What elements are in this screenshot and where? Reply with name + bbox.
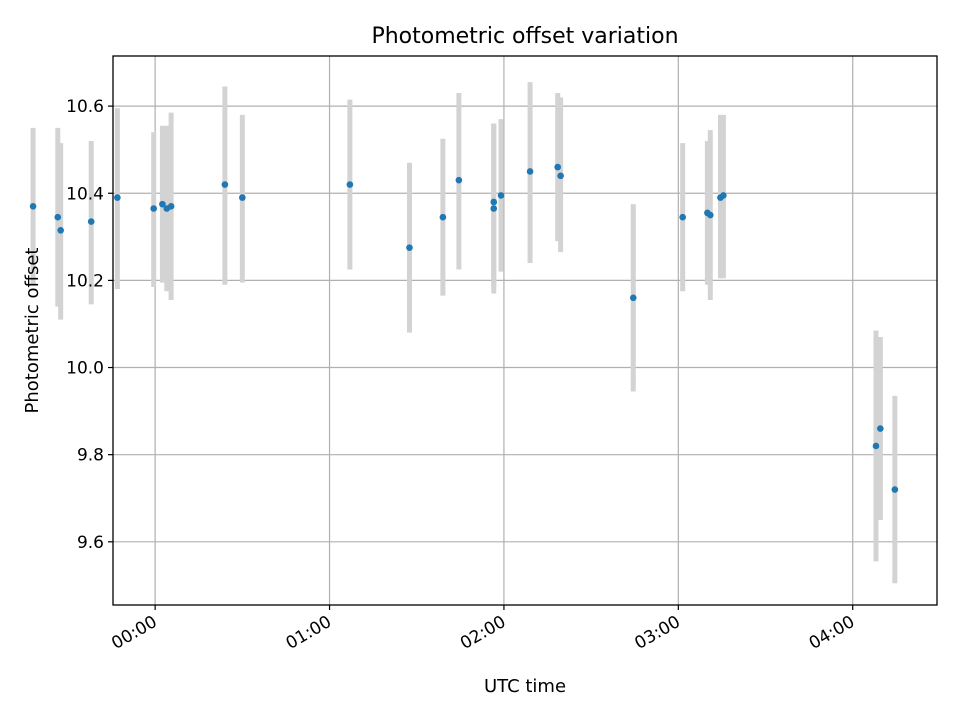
data-point xyxy=(87,218,95,225)
data-point xyxy=(629,294,637,302)
data-points xyxy=(29,163,899,493)
data-point xyxy=(406,244,413,252)
data-point xyxy=(439,213,447,221)
data-point xyxy=(557,172,564,180)
data-point xyxy=(114,194,121,201)
data-point xyxy=(490,205,498,212)
data-point xyxy=(221,181,229,188)
plot-frame xyxy=(112,55,938,606)
data-point xyxy=(57,226,64,234)
data-point xyxy=(150,205,157,212)
data-point xyxy=(159,200,166,208)
data-point xyxy=(706,211,714,219)
chart-title: Photometric offset variation xyxy=(371,24,678,49)
y-tick-label: 10.6 xyxy=(66,97,104,117)
data-point xyxy=(455,176,463,184)
y-tick-label: 10.4 xyxy=(66,184,104,204)
data-point xyxy=(29,203,37,210)
data-point xyxy=(872,442,880,450)
data-point xyxy=(54,213,62,221)
data-point xyxy=(490,198,498,206)
data-point xyxy=(346,181,354,188)
data-point xyxy=(554,163,561,171)
data-point xyxy=(891,486,899,493)
y-tick-label: 10.2 xyxy=(66,271,104,291)
y-tick-label: 10.0 xyxy=(66,359,104,379)
x-axis-label: UTC time xyxy=(484,676,566,697)
y-tick-label: 9.6 xyxy=(77,533,104,553)
data-point xyxy=(239,194,246,201)
data-point xyxy=(720,192,727,199)
grid xyxy=(113,56,937,605)
data-point xyxy=(497,192,505,199)
data-point xyxy=(877,425,884,432)
y-tick-label: 9.8 xyxy=(77,446,104,466)
data-point xyxy=(526,168,534,175)
data-point xyxy=(167,203,175,210)
y-axis-label: Photometric offset xyxy=(22,248,43,414)
y-axis-ticks: 9.6 9.8 10.0 10.2 10.4 10.6 xyxy=(66,97,113,553)
data-point xyxy=(679,213,686,221)
